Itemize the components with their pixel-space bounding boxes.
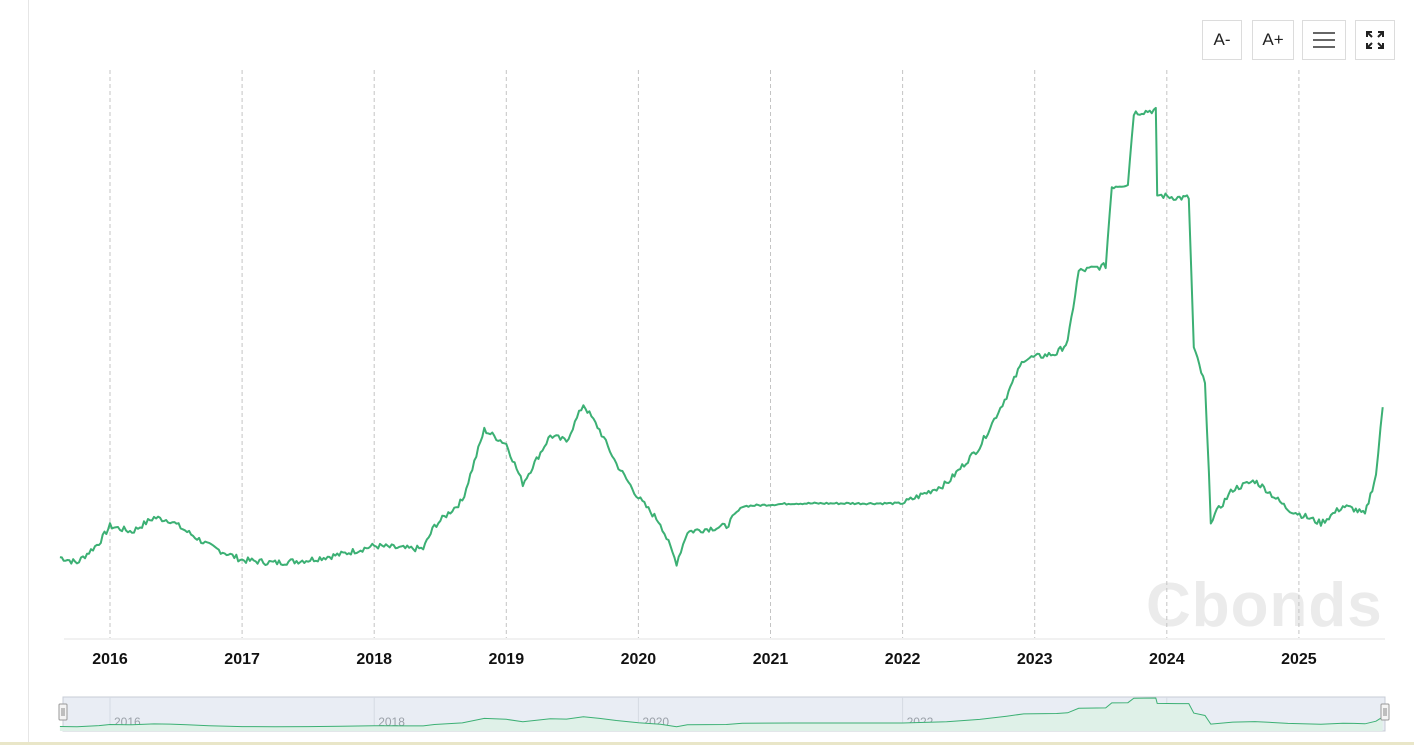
chart-menu-button[interactable] (1302, 20, 1346, 60)
x-tick-label: 2023 (1017, 651, 1053, 668)
fullscreen-button[interactable] (1355, 20, 1395, 60)
navigator-right-handle-grip (1380, 703, 1390, 721)
x-tick-label: 2024 (1149, 651, 1185, 668)
x-tick-label: 2025 (1281, 651, 1317, 668)
x-tick-label: 2016 (92, 651, 128, 668)
series-line (59, 106, 1384, 567)
watermark-logo: Cbonds (1146, 571, 1383, 640)
x-tick-label: 2017 (224, 651, 260, 668)
navigator-series-line (59, 697, 1383, 728)
hamburger-menu-icon (1313, 32, 1335, 48)
left-divider (28, 0, 29, 745)
x-tick-label: 2019 (489, 651, 525, 668)
navigator-left-handle[interactable] (58, 703, 68, 721)
x-tick-label: 2022 (885, 651, 921, 668)
navigator-right-handle[interactable] (1380, 703, 1390, 721)
x-tick-label: 2018 (356, 651, 392, 668)
font-decrease-button[interactable]: A- (1202, 20, 1242, 60)
navigator-area (59, 698, 1383, 731)
x-tick-label: 2020 (621, 651, 657, 668)
bottom-divider (0, 742, 1414, 745)
font-increase-button[interactable]: A+ (1252, 20, 1294, 60)
navigator-left-handle-grip (58, 703, 68, 721)
x-tick-label: 2021 (753, 651, 789, 668)
fullscreen-expand-icon (1366, 31, 1384, 49)
